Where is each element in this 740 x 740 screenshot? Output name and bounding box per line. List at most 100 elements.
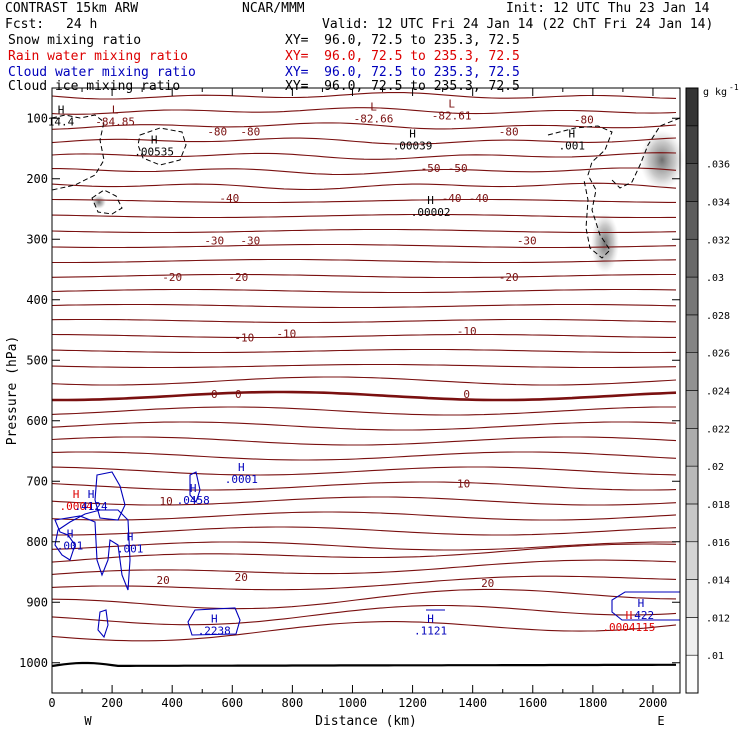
x-tick-label: 1000 [338, 696, 367, 710]
extremum-marker: H [238, 461, 245, 474]
isotherm-line [52, 526, 677, 536]
isotherm-line [51, 588, 677, 610]
contour-labels: -80 -80 -80 -80 -50 -50 -40 -40 -40 -30 -30 -30 -20 -… [48, 97, 656, 637]
colorbar-swatch [685, 617, 699, 656]
snow-shading [92, 130, 684, 273]
isotherm-label: -50 [421, 162, 441, 175]
init-time: Init: 12 UTC Thu 23 Jan 14 [506, 1, 710, 16]
colorbar-swatch [685, 428, 699, 467]
isotherm-line [51, 303, 677, 309]
isotherm-label: 20 [481, 577, 494, 590]
isotherm-line [51, 333, 676, 339]
x-tick-label: 1800 [578, 696, 607, 710]
y-tick-label: 900 [26, 595, 48, 609]
valid-time: Valid: 12 UTC Fri 24 Jan 14 (22 ChT Fri … [322, 17, 714, 32]
y-tick-label: 100 [26, 111, 48, 125]
isotherm-label: -10 [276, 328, 296, 341]
isotherm-line [51, 543, 677, 563]
extremum-marker: H [151, 134, 158, 147]
field-xy-rain: XY= 96.0, 72.5 to 235.3, 72.5 [285, 49, 520, 64]
cloud-water-contour [97, 609, 109, 639]
cloud-water-contour [611, 591, 680, 621]
extremum-marker: H [88, 488, 95, 501]
isotherm-line [51, 182, 677, 191]
colorbar-frame [685, 87, 699, 694]
isotherm-line [51, 496, 677, 506]
cloud-water-contour [187, 607, 241, 636]
isotherm-line [51, 376, 677, 386]
colorbar-swatch [685, 654, 699, 694]
field-name-snow: Snow mixing ratio [8, 33, 142, 48]
isotherm-label: 10 [160, 495, 173, 508]
isotherm-label: -20 [499, 271, 519, 284]
isotherm-label: 0 [463, 388, 470, 401]
field-xy-cloud-water: XY= 96.0, 72.5 to 235.3, 72.5 [285, 65, 520, 80]
y-axis-title: Pressure (hPa) [5, 336, 20, 446]
extremum-value: .0004115 [602, 621, 655, 634]
isotherm-line [51, 604, 677, 626]
field-name-rain: Rain water mixing ratio [8, 49, 189, 64]
cloud-ice-contour [51, 114, 105, 191]
colorbar-tick-label: .016 [706, 538, 730, 549]
extremum-marker: H [638, 597, 645, 610]
cloud-water-contour [189, 471, 201, 504]
isotherm-line [51, 363, 677, 369]
west-label: W [84, 714, 92, 728]
center-name: NCAR/MMM [242, 1, 305, 16]
field-name-cloud-ice: Cloud ice mixing ratio [8, 79, 181, 94]
colorbar-tick-label: .026 [706, 349, 730, 360]
extremum-value: .00039 [393, 140, 433, 153]
fcst-value: 24 h [66, 17, 98, 32]
extremum-marker: H [190, 482, 197, 495]
colorbar-tick-label: .034 [706, 197, 730, 208]
isotherm-label: -30 [517, 234, 537, 247]
colorbar-unit-exponent: -1 [729, 83, 739, 92]
extremum-marker: L [448, 97, 455, 110]
isotherm-label: 10 [457, 478, 470, 491]
shade-blob [640, 130, 684, 190]
colorbar-tick-label: .036 [706, 160, 730, 171]
extremum-value: .001 [57, 540, 84, 553]
isotherm-label: -80 [499, 126, 519, 139]
extremum-value: .1121 [414, 624, 447, 637]
isotherm-line [51, 213, 676, 219]
isotherm-label: -80 [207, 126, 227, 139]
isotherm-line [51, 451, 677, 461]
isotherm-line [51, 421, 677, 431]
extremum-value: .0001 [225, 473, 258, 486]
colorbar: .01 .012 .014 .016 .018 .02 .022 .024 .026 .028 .0… [685, 83, 739, 694]
extremum-value: .001 [117, 543, 144, 556]
colorbar-tick-label: .012 [706, 613, 730, 624]
field-name-cloud-water: Cloud water mixing ratio [8, 65, 196, 80]
y-tick-label: 300 [26, 232, 48, 246]
ground-line [51, 661, 676, 668]
colorbar-tick-label: .014 [706, 576, 730, 587]
isotherm-line [52, 167, 677, 176]
isotherm-line [51, 559, 677, 575]
isotherm-label: 20 [157, 574, 170, 587]
extremum-value: .2238 [198, 624, 231, 637]
colorbar-swatch [685, 390, 699, 429]
isotherm-label: -40 [219, 192, 239, 205]
isotherm-line [51, 198, 676, 204]
cloud-water-contour [54, 509, 131, 591]
extremum-value: -82.66 [354, 112, 394, 125]
colorbar-swatch [685, 579, 699, 618]
isotherm-line [51, 137, 677, 145]
isotherm-line [51, 288, 677, 294]
isotherm-line [52, 258, 677, 264]
extremum-marker: H [58, 103, 65, 116]
colorbar-tick-label: .022 [706, 424, 730, 435]
x-tick-label: 400 [161, 696, 183, 710]
axes: 0 200 400 600 800 1000 1200 1400 1600 1800 2000100… [5, 87, 681, 729]
colorbar-tick-label: .01 [706, 651, 724, 662]
extremum-marker: H [427, 194, 434, 207]
isotherm-label: 20 [235, 571, 248, 584]
colorbar-swatch [685, 163, 699, 202]
y-tick-label: 700 [26, 474, 48, 488]
cloud-ice-contour [547, 125, 613, 259]
y-tick-label: 200 [26, 172, 48, 186]
colorbar-swatch [685, 125, 699, 164]
shade-blob [591, 213, 619, 273]
colorbar-swatch [685, 201, 699, 240]
